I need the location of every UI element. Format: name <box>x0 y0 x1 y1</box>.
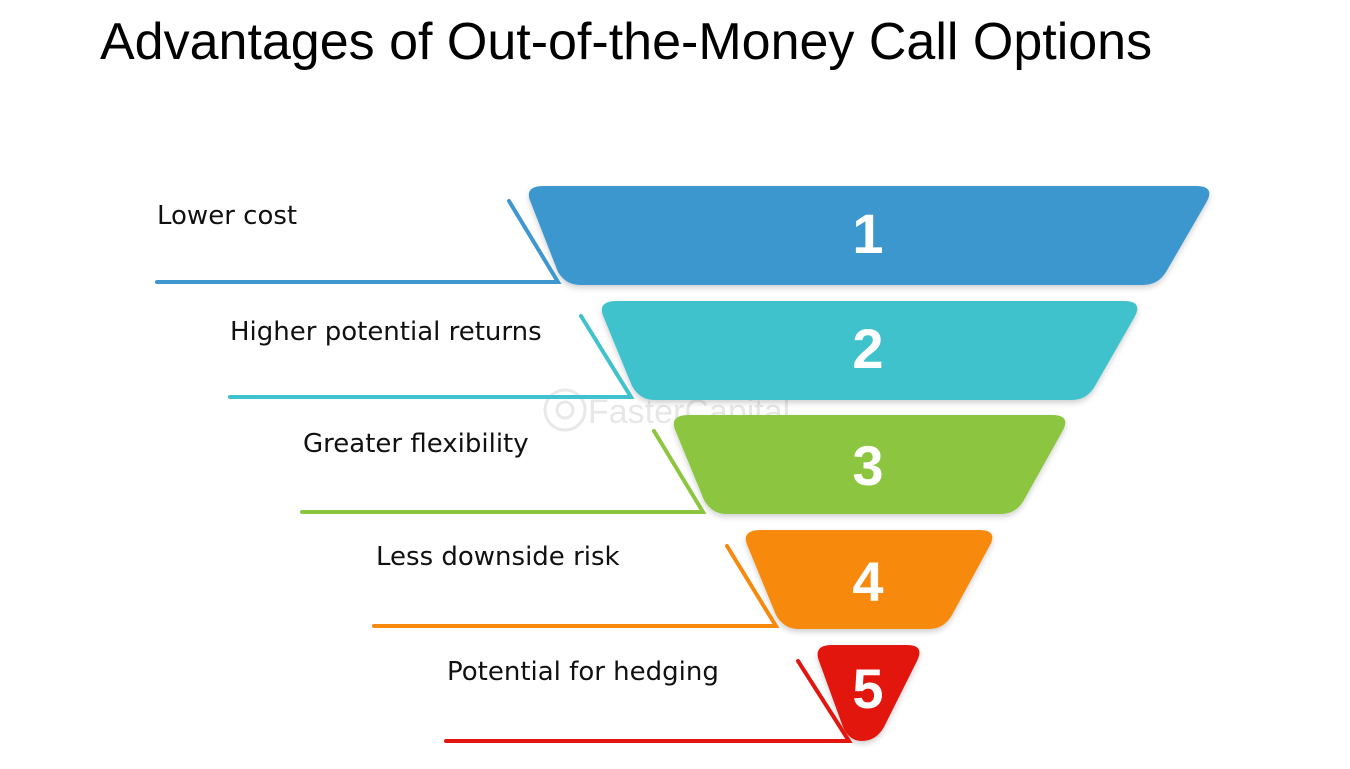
level-4-leader-line <box>372 544 780 628</box>
level-5-number: 5 <box>852 657 883 720</box>
level-1-label: Lower cost <box>157 201 297 231</box>
diagram-title: Advantages of Out-of-the-Money Call Opti… <box>100 13 1153 71</box>
level-3-segment <box>673 415 1066 514</box>
level-3-leader-line <box>300 429 707 514</box>
level-3-label: Greater flexibility <box>303 429 529 459</box>
level-5-leader-line <box>444 659 853 743</box>
level-2-label: Higher potential returns <box>230 317 542 347</box>
level-5-label: Potential for hedging <box>447 657 719 687</box>
funnel-level-1: Lower cost 1 <box>155 186 1210 285</box>
funnel-level-3: Greater flexibility 3 <box>300 415 1066 514</box>
level-4-segment <box>745 530 993 629</box>
funnel-level-4: Less downside risk 4 <box>372 530 993 629</box>
level-4-number: 4 <box>852 550 883 613</box>
level-1-leader-line <box>155 199 562 284</box>
level-3-number: 3 <box>852 434 883 497</box>
level-1-segment <box>528 186 1210 285</box>
funnel-level-2: Higher potential returns 2 <box>228 301 1138 400</box>
level-4-label: Less downside risk <box>376 542 620 572</box>
level-5-segment <box>817 645 920 741</box>
level-2-leader-line <box>228 314 635 399</box>
level-2-segment <box>601 301 1138 400</box>
level-1-number: 1 <box>852 202 883 265</box>
funnel-level-5: Potential for hedging 5 <box>444 645 920 743</box>
level-2-number: 2 <box>852 317 883 380</box>
